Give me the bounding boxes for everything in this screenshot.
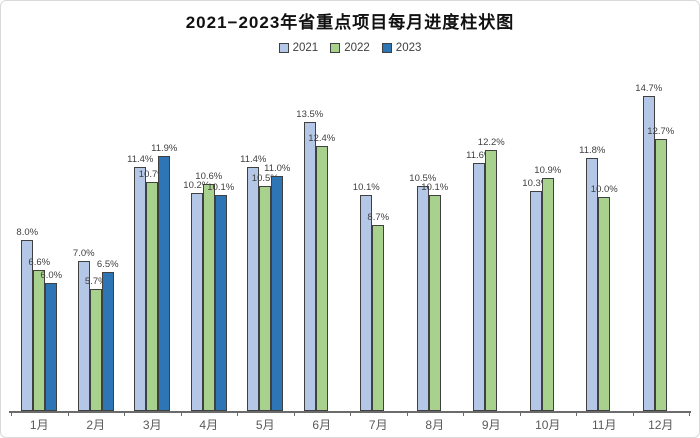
data-label-2022-8月: 10.1% bbox=[421, 181, 449, 193]
legend-label: 2023 bbox=[395, 42, 422, 54]
x-axis-tick bbox=[350, 411, 351, 416]
bar-2021-3月 bbox=[134, 167, 147, 411]
bar-2022-3月 bbox=[146, 182, 159, 411]
x-axis-tick bbox=[463, 411, 464, 416]
data-label-2022-7月: 8.7% bbox=[367, 211, 390, 223]
data-label-2022-12月: 12.7% bbox=[647, 126, 675, 138]
data-label-2021-5月: 11.4% bbox=[240, 154, 267, 166]
bar-2022-9月 bbox=[485, 149, 498, 411]
x-axis-label-2月: 2月 bbox=[86, 418, 106, 432]
data-label-2022-10月: 10.9% bbox=[534, 164, 562, 176]
x-axis-tick bbox=[124, 411, 125, 416]
x-axis-label-9月: 9月 bbox=[481, 418, 501, 432]
x-axis-tick bbox=[11, 411, 12, 416]
x-axis-label-8月: 8月 bbox=[425, 418, 445, 432]
x-axis-tick bbox=[237, 411, 238, 416]
bar-2022-12月 bbox=[654, 139, 667, 411]
legend-item-2021: 2021 bbox=[278, 42, 319, 54]
bar-2022-10月 bbox=[541, 177, 554, 411]
bar-2021-2月 bbox=[77, 261, 90, 411]
x-axis-label-5月: 5月 bbox=[255, 418, 275, 432]
x-axis-tick bbox=[406, 411, 408, 416]
legend-item-2022: 2022 bbox=[330, 42, 370, 54]
bar-2023-3月 bbox=[158, 156, 171, 411]
data-label-2021-6月: 13.5% bbox=[296, 109, 324, 121]
data-label-2022-2月: 5.7% bbox=[84, 276, 107, 288]
bar-2021-8月 bbox=[416, 186, 429, 411]
legend-swatch-2023 bbox=[381, 43, 392, 53]
x-axis-tick bbox=[180, 411, 182, 416]
bar-2021-10月 bbox=[529, 190, 542, 411]
bar-2021-6月 bbox=[303, 122, 316, 411]
x-axis-label-12月: 12月 bbox=[648, 418, 674, 432]
bar-2022-5月 bbox=[259, 186, 272, 411]
x-axis-tick bbox=[519, 411, 521, 416]
data-label-2021-9月: 11.6% bbox=[466, 149, 493, 161]
legend-swatch-2021 bbox=[278, 43, 289, 53]
data-label-2021-12月: 14.7% bbox=[635, 83, 663, 95]
data-label-2022-3月: 10.7% bbox=[138, 169, 166, 181]
data-label-2021-11月: 11.8% bbox=[579, 145, 606, 157]
bar-2022-2月 bbox=[89, 289, 102, 411]
data-label-2023-5月: 11.0% bbox=[264, 162, 291, 174]
bar-2023-4月 bbox=[214, 194, 227, 411]
legend-item-2023: 2023 bbox=[381, 42, 422, 54]
bar-2022-8月 bbox=[428, 194, 441, 411]
bar-2021-11月 bbox=[586, 158, 599, 411]
data-label-2023-3月: 11.9% bbox=[151, 143, 178, 155]
legend: 2021 2022 2023 bbox=[1, 42, 699, 54]
legend-label: 2022 bbox=[344, 42, 370, 54]
bar-2023-5月 bbox=[271, 175, 284, 411]
x-axis-label-4月: 4月 bbox=[199, 418, 219, 432]
data-label-2023-1月: 6.0% bbox=[40, 269, 63, 281]
x-axis-label-11月: 11月 bbox=[592, 418, 617, 432]
data-label-2023-2月: 6.5% bbox=[96, 258, 119, 270]
bar-2021-1月 bbox=[21, 239, 34, 411]
x-axis-tick bbox=[632, 411, 634, 416]
data-label-2022-1月: 6.6% bbox=[28, 256, 51, 268]
bar-2022-6月 bbox=[315, 145, 328, 411]
x-axis-label-6月: 6月 bbox=[312, 418, 332, 432]
x-axis-label-3月: 3月 bbox=[142, 418, 162, 432]
x-axis-tick bbox=[293, 411, 295, 416]
bar-2022-7月 bbox=[372, 224, 385, 411]
data-label-2021-2月: 7.0% bbox=[72, 248, 95, 260]
x-axis-label-10月: 10月 bbox=[535, 418, 561, 432]
data-label-2021-10月: 10.3% bbox=[522, 177, 550, 189]
data-label-2022-4月: 10.6% bbox=[195, 171, 223, 183]
x-axis-tick bbox=[689, 411, 690, 416]
x-axis-tick bbox=[576, 411, 577, 416]
data-label-2021-1月: 8.0% bbox=[16, 226, 39, 238]
bar-2021-12月 bbox=[642, 96, 655, 411]
x-axis-label-1月: 1月 bbox=[29, 418, 49, 432]
data-label-2021-7月: 10.1% bbox=[352, 181, 380, 193]
x-axis-tick bbox=[67, 411, 69, 416]
data-label-2022-5月: 10.5% bbox=[251, 173, 279, 185]
data-label-2022-6月: 12.4% bbox=[308, 132, 336, 144]
data-label-2023-4月: 10.1% bbox=[207, 181, 235, 193]
data-label-2022-9月: 12.2% bbox=[477, 136, 505, 148]
bar-2021-4月 bbox=[190, 192, 203, 411]
legend-swatch-2022 bbox=[330, 43, 341, 53]
data-label-2021-8月: 10.5% bbox=[409, 173, 437, 185]
legend-label: 2021 bbox=[292, 42, 319, 54]
bar-2021-9月 bbox=[473, 162, 486, 411]
bar-2022-1月 bbox=[33, 269, 46, 411]
bar-2021-5月 bbox=[247, 167, 260, 411]
data-label-2021-3月: 11.4% bbox=[127, 154, 154, 166]
data-label-2021-4月: 10.2% bbox=[183, 179, 211, 191]
bar-2022-11月 bbox=[598, 197, 611, 411]
x-axis-label-7月: 7月 bbox=[368, 418, 388, 432]
data-label-2022-11月: 10.0% bbox=[590, 184, 618, 195]
chart-title: 2021−2023年省重点项目每月进度柱状图 bbox=[185, 13, 515, 32]
bar-2021-7月 bbox=[360, 194, 373, 411]
bar-2023-1月 bbox=[45, 282, 58, 411]
bar-2023-2月 bbox=[101, 271, 114, 411]
bar-2022-4月 bbox=[202, 184, 215, 411]
